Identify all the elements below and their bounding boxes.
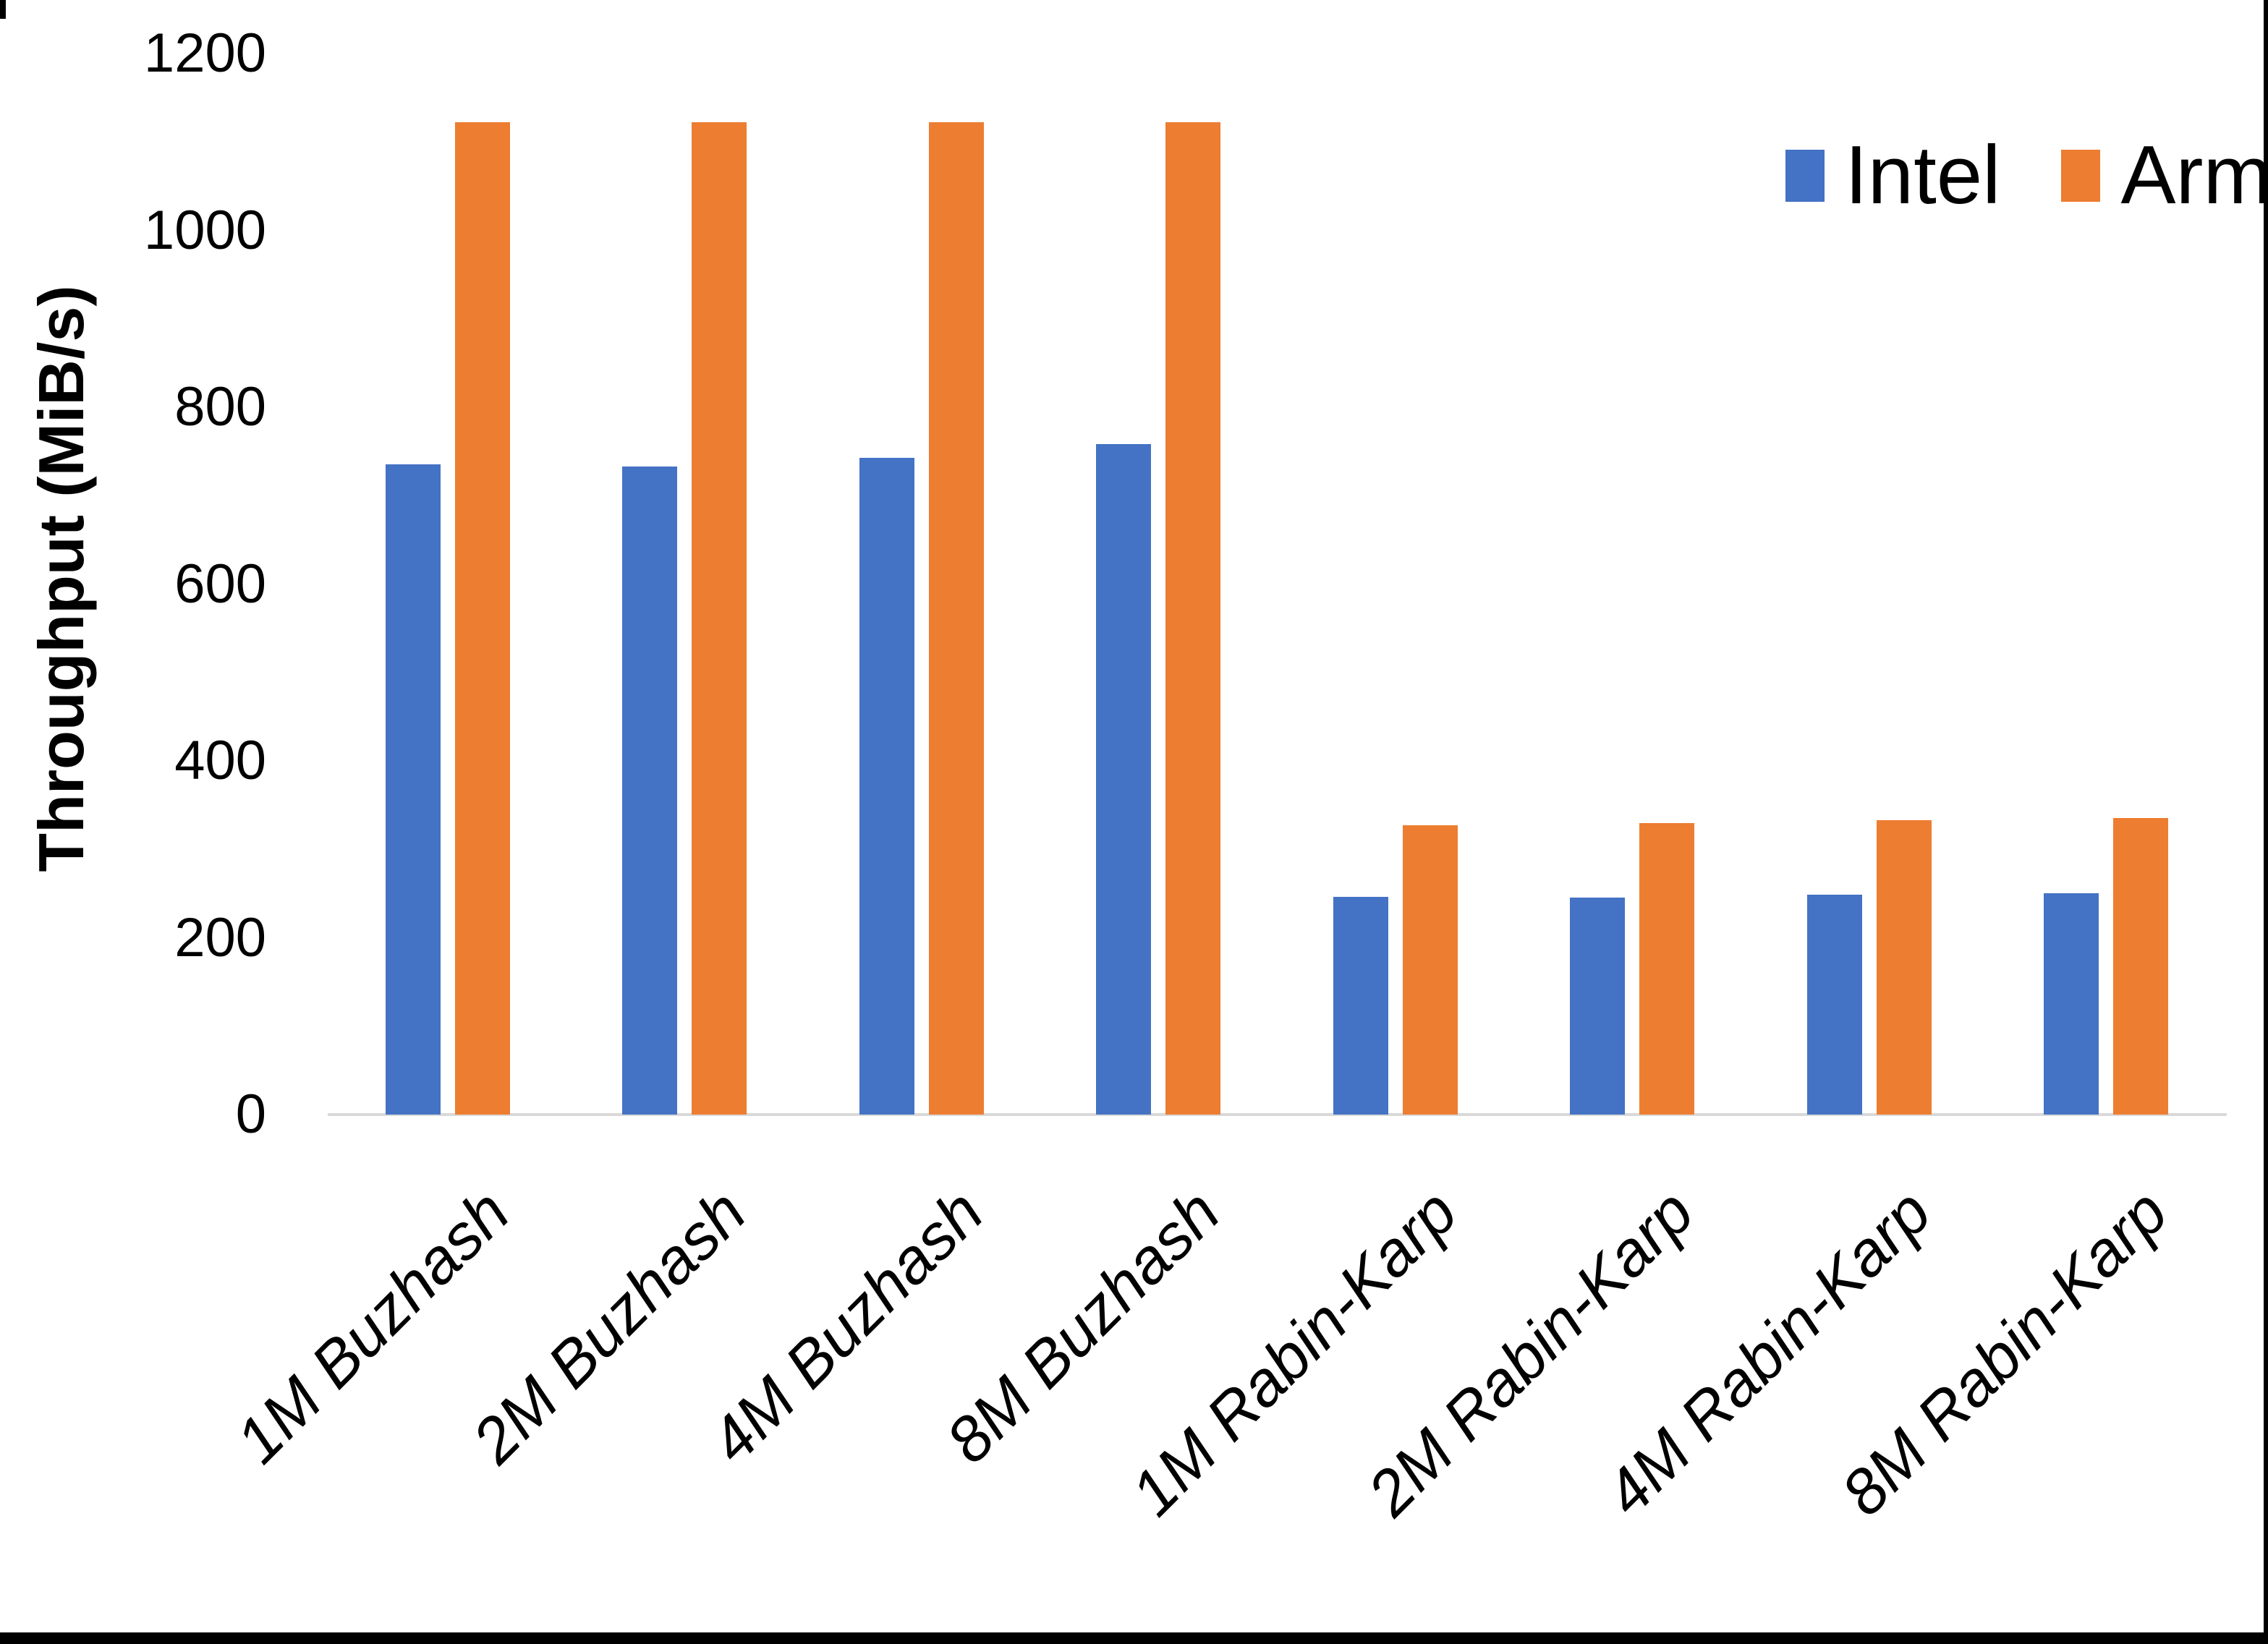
bar-intel-4m-rabin-karp: [1806, 894, 1862, 1115]
window-bottom-border: [0, 1632, 2268, 1644]
y-tick-label-400: 400: [174, 730, 266, 791]
y-tick-label-1000: 1000: [143, 199, 266, 261]
y-tick-label-0: 0: [235, 1083, 266, 1145]
x-label-1m-buzhash: 1M Buzhash: [221, 1175, 523, 1477]
legend: Intel Arm: [1785, 135, 2268, 217]
bar-arm-4m-rabin-karp: [1876, 819, 1932, 1115]
bar-intel-4m-buzhash: [859, 457, 914, 1115]
bar-arm-1m-rabin-karp: [1402, 825, 1458, 1115]
bar-arm-8m-rabin-karp: [2113, 818, 2169, 1115]
bar-arm-8m-buzhash: [1165, 122, 1221, 1115]
bar-arm-1m-buzhash: [454, 122, 510, 1115]
y-tick-label-800: 800: [174, 376, 266, 438]
bar-arm-4m-buzhash: [928, 122, 984, 1115]
bar-intel-1m-rabin-karp: [1333, 897, 1388, 1115]
window-corner-fragment: [0, 0, 6, 19]
legend-item-arm: Arm: [2061, 135, 2268, 217]
y-tick-label-600: 600: [174, 553, 266, 615]
legend-swatch-intel: [1785, 150, 1825, 202]
y-tick-label-200: 200: [174, 906, 266, 968]
bar-intel-2m-buzhash: [622, 466, 678, 1115]
legend-label-intel: Intel: [1845, 129, 2001, 221]
bar-intel-2m-rabin-karp: [1570, 898, 1626, 1115]
legend-item-intel: Intel: [1785, 135, 2000, 217]
bar-intel-1m-buzhash: [385, 464, 441, 1115]
bar-intel-8m-buzhash: [1096, 444, 1152, 1115]
y-tick-label-1200: 1200: [143, 22, 266, 84]
x-axis-baseline: [328, 1113, 2227, 1116]
bar-arm-2m-buzhash: [692, 122, 747, 1115]
bar-intel-8m-rabin-karp: [2044, 893, 2099, 1115]
bar-arm-2m-rabin-karp: [1639, 822, 1695, 1115]
legend-label-arm: Arm: [2120, 129, 2268, 221]
window-right-border: [2264, 0, 2268, 1644]
legend-swatch-arm: [2061, 150, 2101, 202]
